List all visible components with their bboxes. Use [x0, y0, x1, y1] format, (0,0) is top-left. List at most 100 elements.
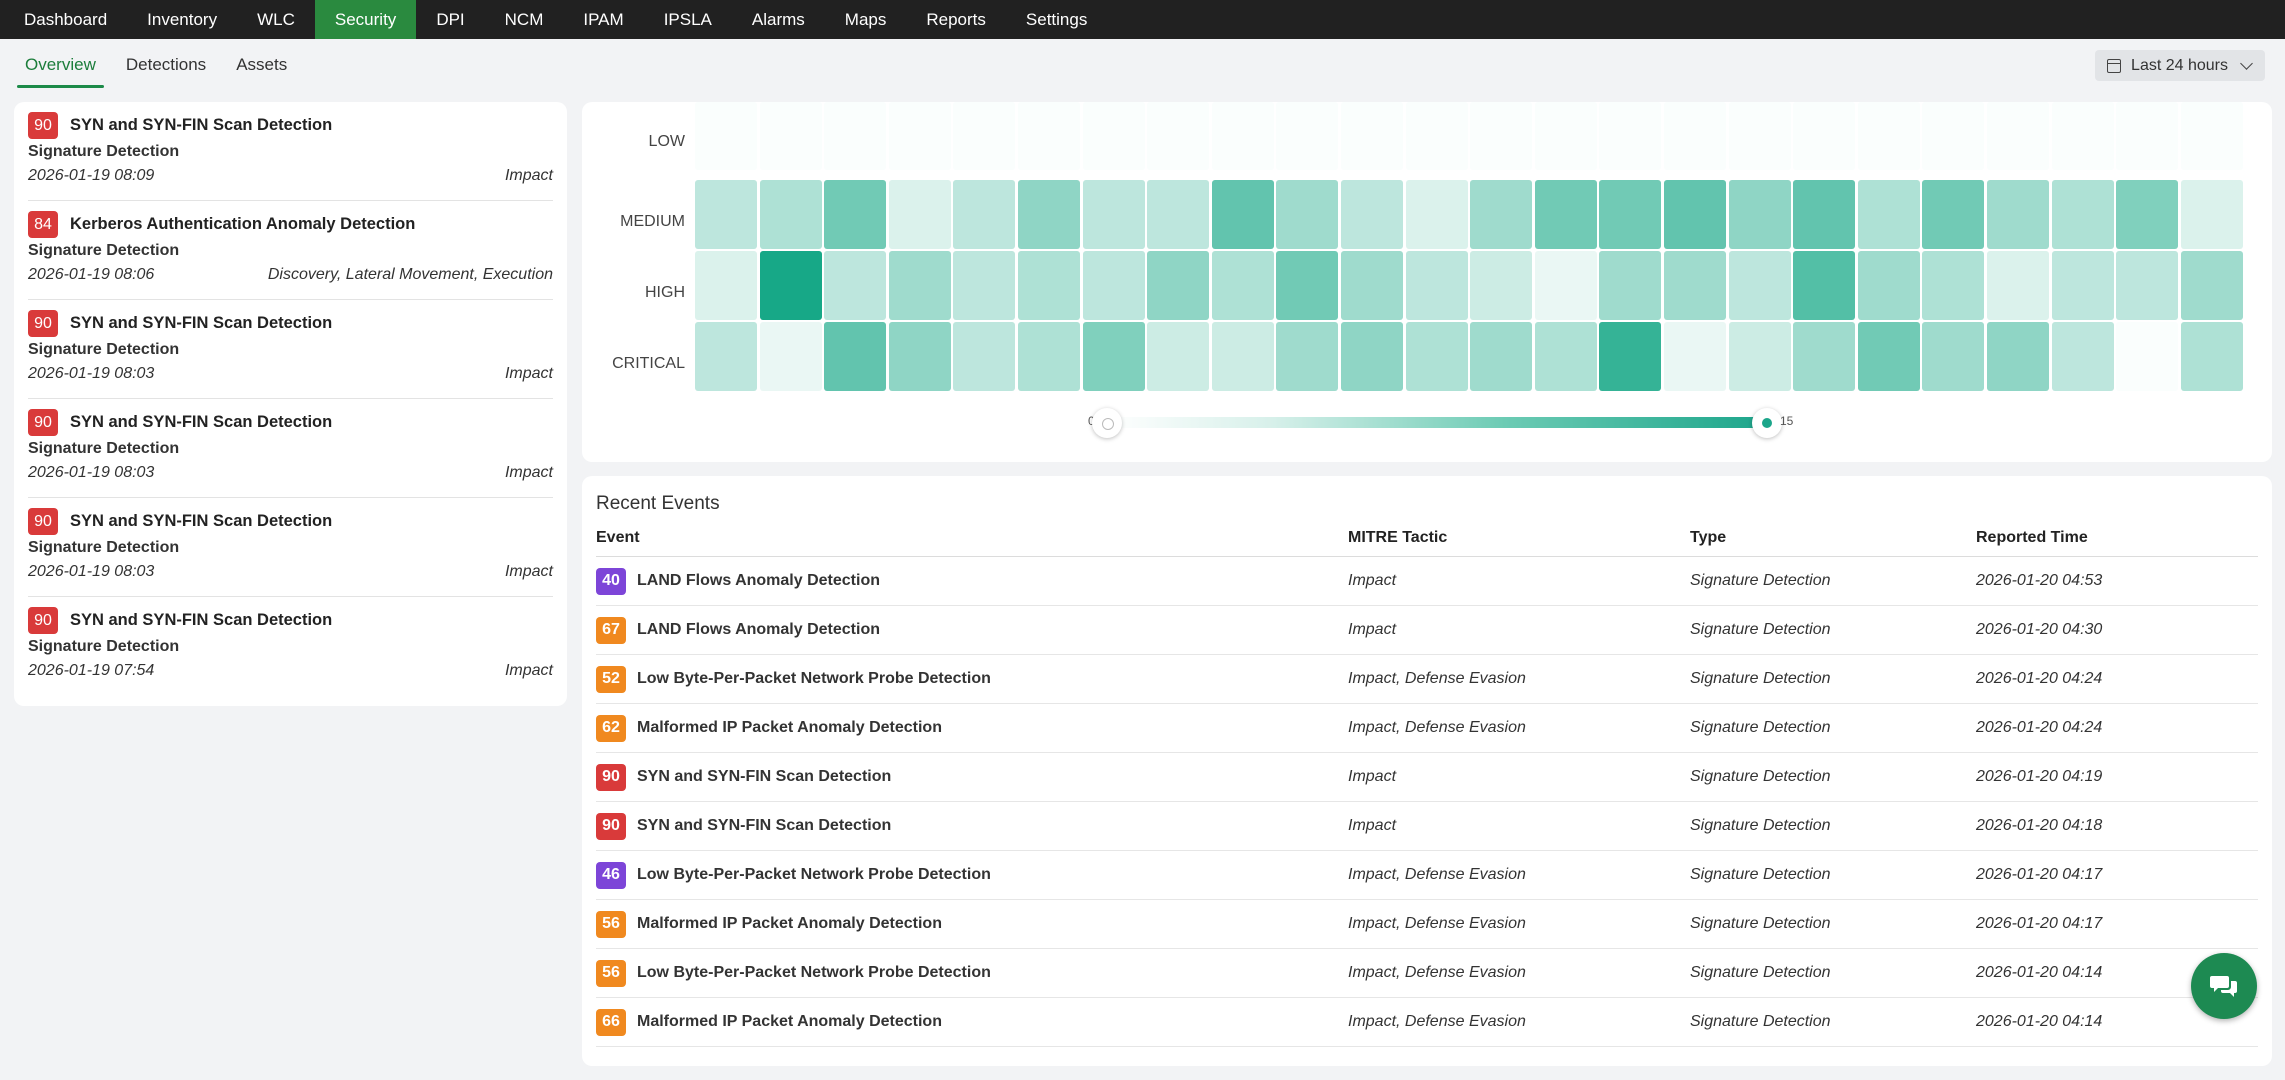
- nav-dashboard[interactable]: Dashboard: [24, 9, 108, 29]
- detection-item[interactable]: 90 SYN and SYN-FIN Scan Detection Signatur…: [28, 102, 553, 201]
- table-row[interactable]: 66 Malformed IP Packet Anomaly Detection I…: [596, 998, 2258, 1047]
- heatmap-cell[interactable]: [888, 322, 951, 391]
- nav-settings[interactable]: Settings: [1025, 9, 1088, 29]
- heatmap-cell[interactable]: [1987, 251, 2049, 320]
- heatmap-cell[interactable]: [1728, 102, 1791, 170]
- event-name[interactable]: LAND Flows Anomaly Detection: [637, 621, 880, 638]
- header-reported-time[interactable]: Reported Time: [1976, 529, 2088, 546]
- heatmap-cell[interactable]: [1276, 180, 1339, 249]
- tab-assets[interactable]: Assets: [236, 55, 288, 74]
- time-range-dropdown[interactable]: Last 24 hours: [2095, 50, 2265, 81]
- heatmap-cell[interactable]: [695, 102, 757, 170]
- table-row[interactable]: 56 Malformed IP Packet Anomaly Detection I…: [596, 900, 2258, 949]
- heatmap-cell[interactable]: [1857, 251, 1920, 320]
- heatmap-cell[interactable]: [824, 251, 887, 320]
- tab-detections[interactable]: Detections: [125, 55, 207, 74]
- event-name[interactable]: Malformed IP Packet Anomaly Detection: [637, 719, 942, 736]
- table-row[interactable]: 90 SYN and SYN-FIN Scan Detection Impact Si…: [596, 753, 2258, 802]
- heatmap-cell[interactable]: [2051, 322, 2114, 391]
- nav-ncm[interactable]: NCM: [504, 9, 544, 29]
- heatmap-cell[interactable]: [1018, 322, 1080, 391]
- nav-ipsla[interactable]: IPSLA: [663, 9, 712, 29]
- nav-wlc[interactable]: WLC: [257, 9, 295, 29]
- heatmap-cell[interactable]: [1534, 180, 1597, 249]
- heatmap-cell[interactable]: [953, 251, 1016, 320]
- heatmap-cell[interactable]: [2116, 180, 2179, 249]
- heatmap-cell[interactable]: [1728, 251, 1791, 320]
- heatmap-cell[interactable]: [1276, 102, 1339, 170]
- heatmap-cell[interactable]: [1470, 322, 1533, 391]
- nav-inventory[interactable]: Inventory: [147, 9, 218, 29]
- heatmap-cell[interactable]: [1341, 322, 1403, 391]
- heatmap-cell[interactable]: [1018, 251, 1080, 320]
- heatmap-cell[interactable]: [695, 322, 757, 391]
- heatmap-cell[interactable]: [953, 102, 1016, 170]
- heatmap-cell[interactable]: [1987, 102, 2049, 170]
- event-name[interactable]: Low Byte-Per-Packet Network Probe Detect…: [637, 964, 991, 981]
- heatmap-cell[interactable]: [2051, 180, 2114, 249]
- heatmap-cell[interactable]: [1857, 102, 1920, 170]
- heatmap-cell[interactable]: [1922, 251, 1985, 320]
- heatmap-cell[interactable]: [1082, 180, 1145, 249]
- heatmap-cell[interactable]: [1276, 251, 1339, 320]
- heatmap-cell[interactable]: [1276, 322, 1339, 391]
- heatmap-cell[interactable]: [1728, 180, 1791, 249]
- heatmap-cell[interactable]: [1470, 251, 1533, 320]
- table-row[interactable]: 56 Low Byte-Per-Packet Network Probe Dete…: [596, 949, 2258, 998]
- heatmap-cell[interactable]: [1922, 180, 1985, 249]
- heatmap-cell[interactable]: [1082, 251, 1145, 320]
- event-name[interactable]: Malformed IP Packet Anomaly Detection: [637, 915, 942, 932]
- tab-overview[interactable]: Overview: [15, 41, 106, 88]
- heatmap-cell[interactable]: [2180, 322, 2243, 391]
- heatmap-cell[interactable]: [1147, 102, 1210, 170]
- detection-item[interactable]: 90 SYN and SYN-FIN Scan Detection Signatur…: [28, 597, 553, 696]
- legend-min-handle[interactable]: [1092, 408, 1122, 438]
- heatmap-cell[interactable]: [1405, 322, 1468, 391]
- table-row[interactable]: 62 Malformed IP Packet Anomaly Detection I…: [596, 704, 2258, 753]
- heatmap-cell[interactable]: [1599, 102, 1662, 170]
- heatmap-cell[interactable]: [1664, 251, 1726, 320]
- heatmap-cell[interactable]: [824, 322, 887, 391]
- heatmap-cell[interactable]: [1793, 180, 1856, 249]
- heatmap-cell[interactable]: [2180, 251, 2243, 320]
- legend-max-handle[interactable]: [1752, 408, 1782, 438]
- event-name[interactable]: Low Byte-Per-Packet Network Probe Detect…: [637, 866, 991, 883]
- heatmap-cell[interactable]: [2051, 251, 2114, 320]
- heatmap-cell[interactable]: [1857, 180, 1920, 249]
- heatmap-cell[interactable]: [2116, 251, 2179, 320]
- header-mitre-tactic[interactable]: MITRE Tactic: [1348, 529, 1448, 546]
- heatmap-cell[interactable]: [1534, 102, 1597, 170]
- detection-item[interactable]: 90 SYN and SYN-FIN Scan Detection Signatur…: [28, 399, 553, 498]
- heatmap-cell[interactable]: [1341, 180, 1403, 249]
- heatmap-cell[interactable]: [1211, 102, 1274, 170]
- heatmap-cell[interactable]: [1405, 180, 1468, 249]
- heatmap-cell[interactable]: [1534, 251, 1597, 320]
- heatmap-cell[interactable]: [888, 102, 951, 170]
- table-row[interactable]: 46 Low Byte-Per-Packet Network Probe Dete…: [596, 851, 2258, 900]
- header-type[interactable]: Type: [1690, 529, 1727, 546]
- heatmap-cell[interactable]: [1405, 102, 1468, 170]
- heatmap-cell[interactable]: [1147, 180, 1210, 249]
- nav-dpi[interactable]: DPI: [436, 9, 465, 29]
- heatmap-cell[interactable]: [1470, 102, 1533, 170]
- heatmap-cell[interactable]: [759, 322, 822, 391]
- nav-ipam[interactable]: IPAM: [583, 9, 624, 29]
- heatmap-cell[interactable]: [953, 322, 1016, 391]
- heatmap-cell[interactable]: [1987, 180, 2049, 249]
- heatmap-cell[interactable]: [1664, 322, 1726, 391]
- heatmap-cell[interactable]: [1664, 102, 1726, 170]
- heatmap-cell[interactable]: [1211, 180, 1274, 249]
- heatmap-cell[interactable]: [1341, 102, 1403, 170]
- heatmap-cell[interactable]: [1147, 251, 1210, 320]
- nav-security[interactable]: Security: [314, 0, 417, 39]
- heatmap-cell[interactable]: [2051, 102, 2114, 170]
- table-row[interactable]: 67 LAND Flows Anomaly Detection Impact Sign…: [596, 606, 2258, 655]
- heatmap-cell[interactable]: [1018, 180, 1080, 249]
- heatmap-cell[interactable]: [1147, 322, 1210, 391]
- heatmap-cell[interactable]: [2180, 102, 2243, 170]
- event-name[interactable]: SYN and SYN-FIN Scan Detection: [637, 768, 892, 785]
- heatmap-cell[interactable]: [695, 180, 757, 249]
- table-row[interactable]: 52 Low Byte-Per-Packet Network Probe Dete…: [596, 655, 2258, 704]
- heatmap-cell[interactable]: [1470, 180, 1533, 249]
- event-name[interactable]: LAND Flows Anomaly Detection: [637, 572, 880, 589]
